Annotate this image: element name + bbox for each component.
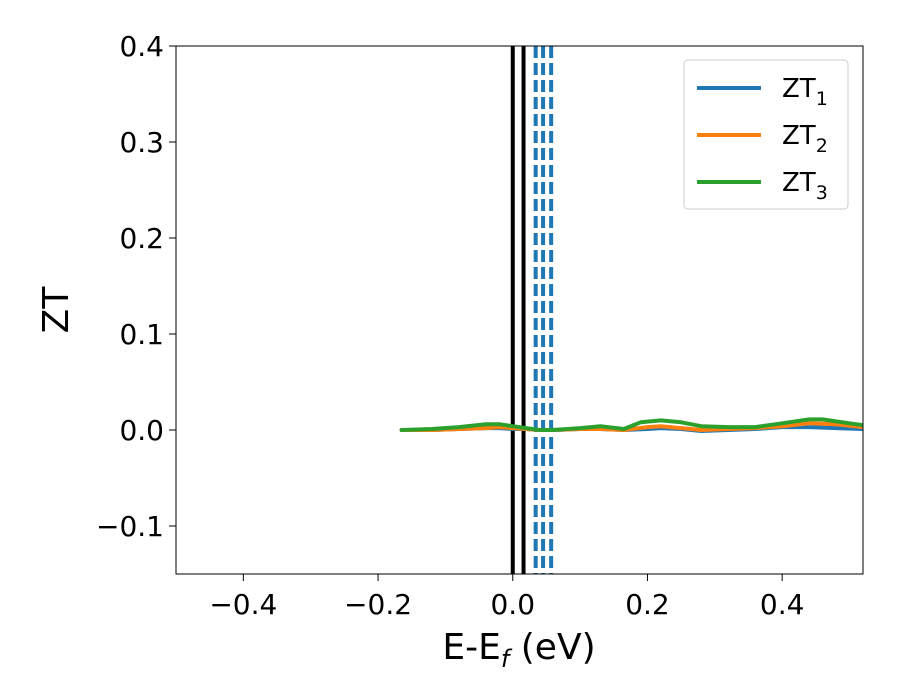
y-tick-label: 0.2 <box>119 222 164 255</box>
legend: ZT1 ZT2 ZT3 <box>683 59 849 210</box>
x-tick-label: −0.2 <box>344 588 412 621</box>
series-lines <box>399 417 863 433</box>
plot-frame <box>175 45 864 575</box>
legend-label-3: ZT3 <box>782 168 828 204</box>
vertical-lines <box>510 46 554 574</box>
legend-box <box>683 59 849 210</box>
x-tick-label: 0.4 <box>760 588 805 621</box>
x-axis: −0.4 −0.2 0.0 0.2 0.4 <box>209 574 804 621</box>
legend-label-1: ZT1 <box>782 74 828 110</box>
x-axis-label: E-Ef (eV) <box>442 627 595 673</box>
x-tick-label: 0.0 <box>490 588 535 621</box>
x-axis-label-main: E-E <box>442 627 500 668</box>
y-tick-label: 0.1 <box>119 318 164 351</box>
y-tick-label: 0.0 <box>119 414 164 447</box>
y-axis: −0.1 0.0 0.1 0.2 0.3 0.4 <box>96 30 176 543</box>
y-axis-label: ZT <box>36 286 77 334</box>
series-line-3 <box>399 417 863 432</box>
legend-label-2: ZT2 <box>782 121 828 157</box>
x-axis-label-unit: (eV) <box>509 627 595 668</box>
y-tick-label: 0.3 <box>119 126 164 159</box>
y-tick-label: 0.4 <box>119 30 164 63</box>
x-tick-label: 0.2 <box>625 588 670 621</box>
y-tick-label: −0.1 <box>96 510 164 543</box>
x-tick-label: −0.4 <box>209 588 277 621</box>
